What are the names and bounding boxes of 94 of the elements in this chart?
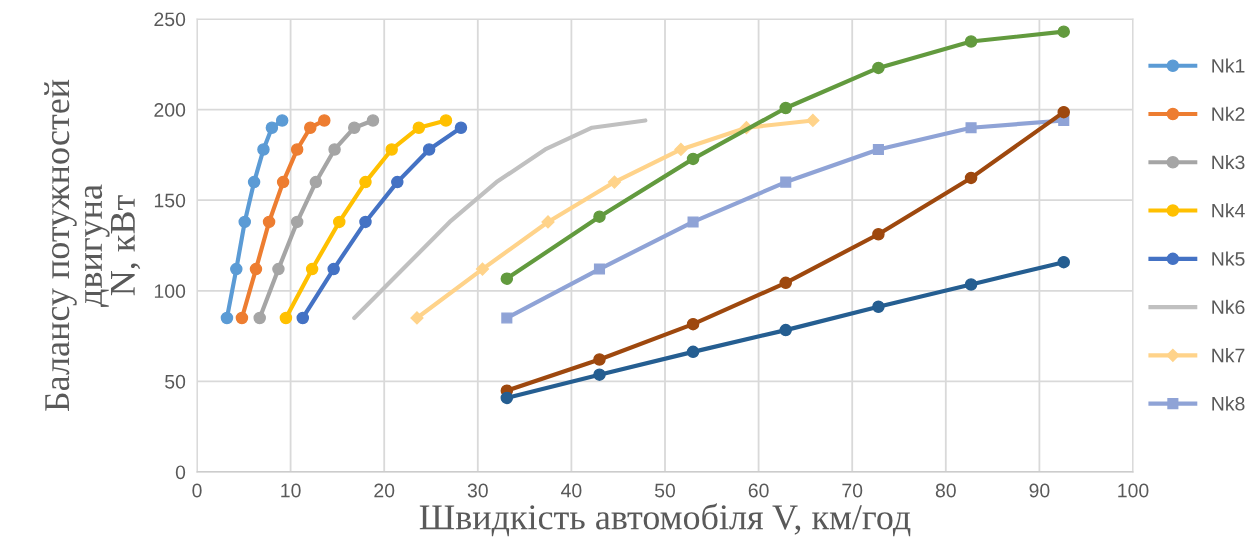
point [872,228,885,241]
point [964,35,978,48]
x-tick-label: 70 [842,483,863,498]
point [410,311,424,325]
point [686,152,700,166]
x-axis-title: Швидкість автомобіля V, км/год [419,503,911,537]
point [779,323,792,337]
x-tick-label: 80 [935,483,956,498]
point [806,113,820,128]
point [475,262,490,276]
legend-label: Nk2 [1212,106,1245,121]
point [238,215,251,229]
point [290,215,304,229]
legend-label: Nk4 [1212,203,1245,218]
y-tick-label: 250 [154,12,186,27]
point [275,114,289,127]
legend-label: Nk5 [1212,251,1245,266]
point [279,311,293,325]
point [593,353,606,366]
point [318,114,331,127]
point [366,114,380,127]
y-tick-label: 200 [154,103,186,117]
point [454,121,468,134]
point [290,143,304,156]
point [276,175,290,189]
point [235,311,249,325]
x-tick-label: 0 [192,483,202,498]
point [391,175,404,189]
point [249,262,263,276]
point [687,216,699,228]
x-tick-label: 50 [654,483,676,498]
point [501,312,513,324]
point [385,143,398,156]
point [686,345,700,359]
point [262,215,276,229]
x-tick-label: 30 [467,483,488,498]
x-tick-label: 100 [1118,483,1149,498]
point [1057,255,1070,269]
point [220,311,234,325]
x-tick-label: 90 [1029,483,1050,498]
point [347,121,361,134]
legend-label: Nk6 [1212,299,1245,315]
point [305,262,319,276]
point [296,311,310,325]
x-tick-label: 40 [561,483,582,498]
line-series [352,118,648,321]
x-tick-label: 20 [374,483,395,498]
point [779,276,792,290]
point [686,317,700,331]
point [964,278,978,291]
point [247,175,261,189]
point [422,143,436,156]
point [593,368,606,381]
x-tick-label: 10 [281,483,301,498]
point [412,121,426,134]
y-axis-title: Балансу потужностей двигуна N, кВт [44,79,141,412]
point [333,215,346,229]
y-tick-label: 150 [154,193,186,208]
point [500,272,514,285]
point [779,101,792,115]
legend-label: Nk1 [1212,58,1245,73]
point [607,175,622,189]
point [265,121,279,134]
point [309,175,323,189]
y-tick-label: 50 [165,374,186,389]
point [541,215,555,229]
point [327,262,340,276]
y-tick-label: 100 [154,284,186,299]
point [674,142,688,157]
point [1057,25,1070,38]
point [439,114,453,127]
point [872,143,884,156]
point [593,263,606,275]
legend-label: Nk8 [1212,396,1245,411]
point [304,121,317,134]
point [359,215,372,229]
legend-label: Nk7 [1212,348,1245,363]
point [230,262,243,276]
point [253,311,266,325]
point [872,300,885,313]
point [593,210,606,223]
point [964,171,978,185]
point [965,122,977,134]
legend-label: Nk3 [1212,154,1245,170]
point [500,391,514,405]
point [272,262,285,276]
point [872,61,885,75]
point [1057,105,1070,119]
y-tick-label: 0 [175,465,186,480]
point [780,176,792,188]
point [257,143,270,156]
x-tick-label: 60 [748,483,769,498]
point [359,175,372,189]
point [328,143,341,156]
